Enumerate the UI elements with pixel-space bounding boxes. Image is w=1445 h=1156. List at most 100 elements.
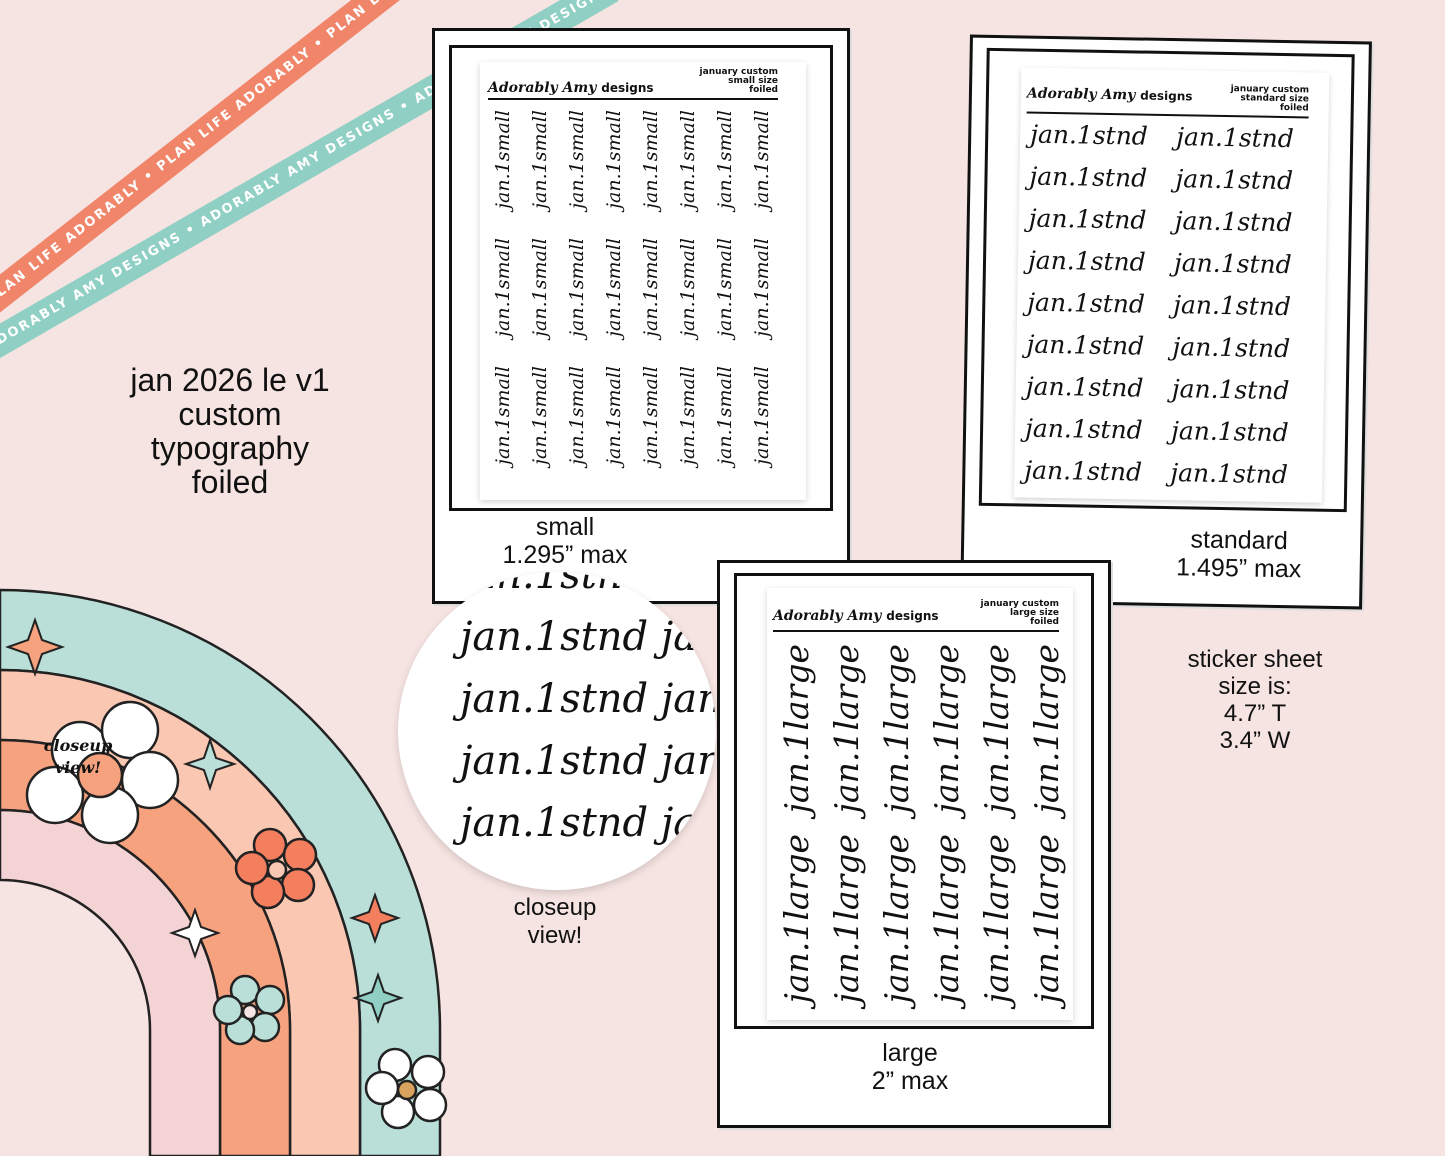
title-line: jan 2026 le v1	[130, 362, 330, 398]
title-line: custom	[178, 396, 282, 432]
sticker-word: jan.1stnd	[1028, 203, 1147, 235]
sticker-word: jan.1small	[529, 366, 551, 465]
sticker-word: jan.1stnd	[1172, 332, 1291, 364]
flower-icon	[25, 700, 180, 845]
sticker-word: jan.1large	[977, 644, 1016, 814]
small-sheet-card: Adorably Amy designs january custom smal…	[432, 28, 850, 604]
sticker-grid: jan.1small jan.1small jan.1small jan.1small…	[488, 104, 788, 494]
title-line: foiled	[191, 464, 269, 500]
sticker-word: jan.1large	[877, 834, 916, 1004]
sticker-word: jan.1stnd	[1173, 290, 1292, 322]
sticker-grid: jan.1stnd jan.1stnd jan.1stnd jan.1stnd jan.…	[1024, 120, 1320, 495]
sticker-word: jan.1stnd	[1170, 458, 1289, 490]
sticker-word: jan.1stnd jan.1stnd	[460, 676, 716, 722]
sticker-word: jan.1small	[677, 238, 699, 337]
sticker-word: jan.1stnd	[1175, 122, 1295, 154]
sticker-word: jan.1small	[529, 110, 551, 209]
sticker-word: jan.1small	[603, 110, 625, 209]
sticker-word: jan.1stnd	[1024, 413, 1143, 445]
sticker-word: jan.1small	[603, 238, 625, 337]
sticker-word: jan.1large	[927, 644, 966, 814]
sticker-word: jan.1small	[492, 110, 514, 209]
sticker-word: jan.1small	[603, 366, 625, 465]
sticker-word: jan.1large	[877, 644, 916, 814]
sticker-word: jan.1stnd	[1171, 374, 1290, 406]
sticker-word: jan.1small	[492, 366, 514, 465]
sticker-word: jan.1small	[640, 238, 662, 337]
closeup-label: closeup view!	[513, 894, 597, 949]
sticker-word: jan.1small	[529, 238, 551, 337]
sticker-word: jan.1stnd	[1175, 164, 1294, 196]
sticker-word: jan.1large	[827, 644, 866, 814]
sticker-word: jan.1stnd jan.1stnd	[460, 738, 716, 784]
sticker-word: jan.1stnd	[1170, 416, 1289, 448]
sticker-word: jan.1small	[640, 366, 662, 465]
sticker-paper: Adorably Amy designs january custom stan…	[1013, 67, 1330, 503]
sticker-word: jan.1stnd	[1174, 206, 1293, 238]
sheet-frame: Adorably Amy designs january custom stan…	[978, 47, 1355, 513]
sticker-word: jan.1large	[777, 644, 816, 814]
sticker-word: jan.1small	[751, 110, 773, 209]
sticker-word: jan.1small	[492, 238, 514, 337]
closeup-badge: closeup view!	[28, 735, 128, 779]
flower-icon	[364, 1047, 448, 1130]
sheet-frame: Adorably Amy designs january custom smal…	[449, 45, 833, 511]
sticker-word: jan.1small	[566, 366, 588, 465]
orange-ribbon: PLAN LIFE ADORABLY • PLAN LIFE ADORABLY …	[0, 0, 488, 314]
brand-logo: Adorably Amy designs	[773, 608, 939, 624]
sticker-word: jan.1small	[751, 366, 773, 465]
title-line: typography	[150, 430, 310, 466]
badge-line: view!	[54, 758, 102, 777]
sticker-word: jan.1large	[777, 834, 816, 1004]
sticker-word: jan.1stnd	[1029, 161, 1148, 193]
sticker-grid: jan.1large jan.1large jan.1large jan.1large…	[773, 644, 1066, 1014]
large-size-label: large 2” max	[871, 1039, 949, 1095]
sticker-word: jan.1small	[751, 238, 773, 337]
sheet-frame: Adorably Amy designs january custom larg…	[734, 573, 1094, 1029]
standard-sheet-card: Adorably Amy designs january custom stan…	[960, 34, 1372, 610]
sticker-word: jan.1small	[566, 110, 588, 209]
sticker-word: jan.1stnd jan.1stnd	[460, 614, 716, 660]
sticker-word: jan.1small	[677, 366, 699, 465]
sticker-word: jan.1small	[714, 366, 736, 465]
small-size-label: small 1.295” max	[502, 513, 628, 569]
large-sheet-card: Adorably Amy designs january custom larg…	[717, 560, 1111, 1128]
sticker-paper: Adorably Amy designs january custom smal…	[480, 62, 806, 500]
sticker-word: jan.1stnd	[1173, 248, 1292, 280]
sticker-word: jan.1stnd jan.1stnd	[460, 572, 716, 598]
sheet-size-info: sticker sheet size is: 4.7” T 3.4” W	[1187, 646, 1323, 754]
sticker-word: jan.1stnd	[1027, 287, 1146, 319]
sticker-word: jan.1large	[1027, 644, 1066, 814]
sticker-word: jan.1small	[714, 110, 736, 209]
closeup-circle: jan.1stnd jan.1stnd jan.1stnd jan.1stnd ja…	[398, 572, 716, 890]
rainbow-illustration	[0, 588, 448, 1156]
standard-size-label: standard 1.495” max	[1175, 525, 1302, 584]
flower-icon	[212, 974, 286, 1046]
sticker-word: jan.1large	[977, 834, 1016, 1004]
sheet-meta: january custom standard size foiled	[1230, 84, 1310, 114]
sticker-word: jan.1small	[640, 110, 662, 209]
header-rule	[488, 98, 778, 100]
sticker-word: jan.1small	[677, 110, 699, 209]
sticker-word: jan.1stnd	[1025, 371, 1144, 403]
flower-icon	[234, 827, 318, 910]
sticker-word: jan.1small	[566, 238, 588, 337]
badge-line: closeup	[43, 736, 113, 755]
header-rule	[773, 630, 1059, 632]
sticker-word: jan.1small	[714, 238, 736, 337]
sticker-word: jan.1large	[927, 834, 966, 1004]
sticker-word: jan.1stnd jan.1stnd	[460, 800, 716, 846]
sticker-word: jan.1stnd	[1027, 245, 1146, 277]
ribbon-text: PLAN LIFE ADORABLY • PLAN LIFE ADORABLY …	[0, 0, 488, 308]
sheet-meta: january custom large size foiled	[980, 599, 1059, 627]
sparkle-icon	[4, 616, 405, 1025]
sticker-paper: Adorably Amy designs january custom larg…	[767, 588, 1073, 1020]
sticker-word: jan.1stnd	[1030, 119, 1149, 151]
sticker-word: jan.1large	[1027, 834, 1066, 1004]
product-title: jan 2026 le v1 custom typography foiled	[90, 363, 370, 499]
sticker-word: jan.1stnd	[1024, 455, 1143, 487]
sheet-meta: january custom small size foiled	[699, 67, 778, 95]
brand-logo: Adorably Amy designs	[488, 80, 654, 96]
sticker-word: jan.1large	[827, 834, 866, 1004]
brand-logo: Adorably Amy designs	[1026, 85, 1193, 104]
